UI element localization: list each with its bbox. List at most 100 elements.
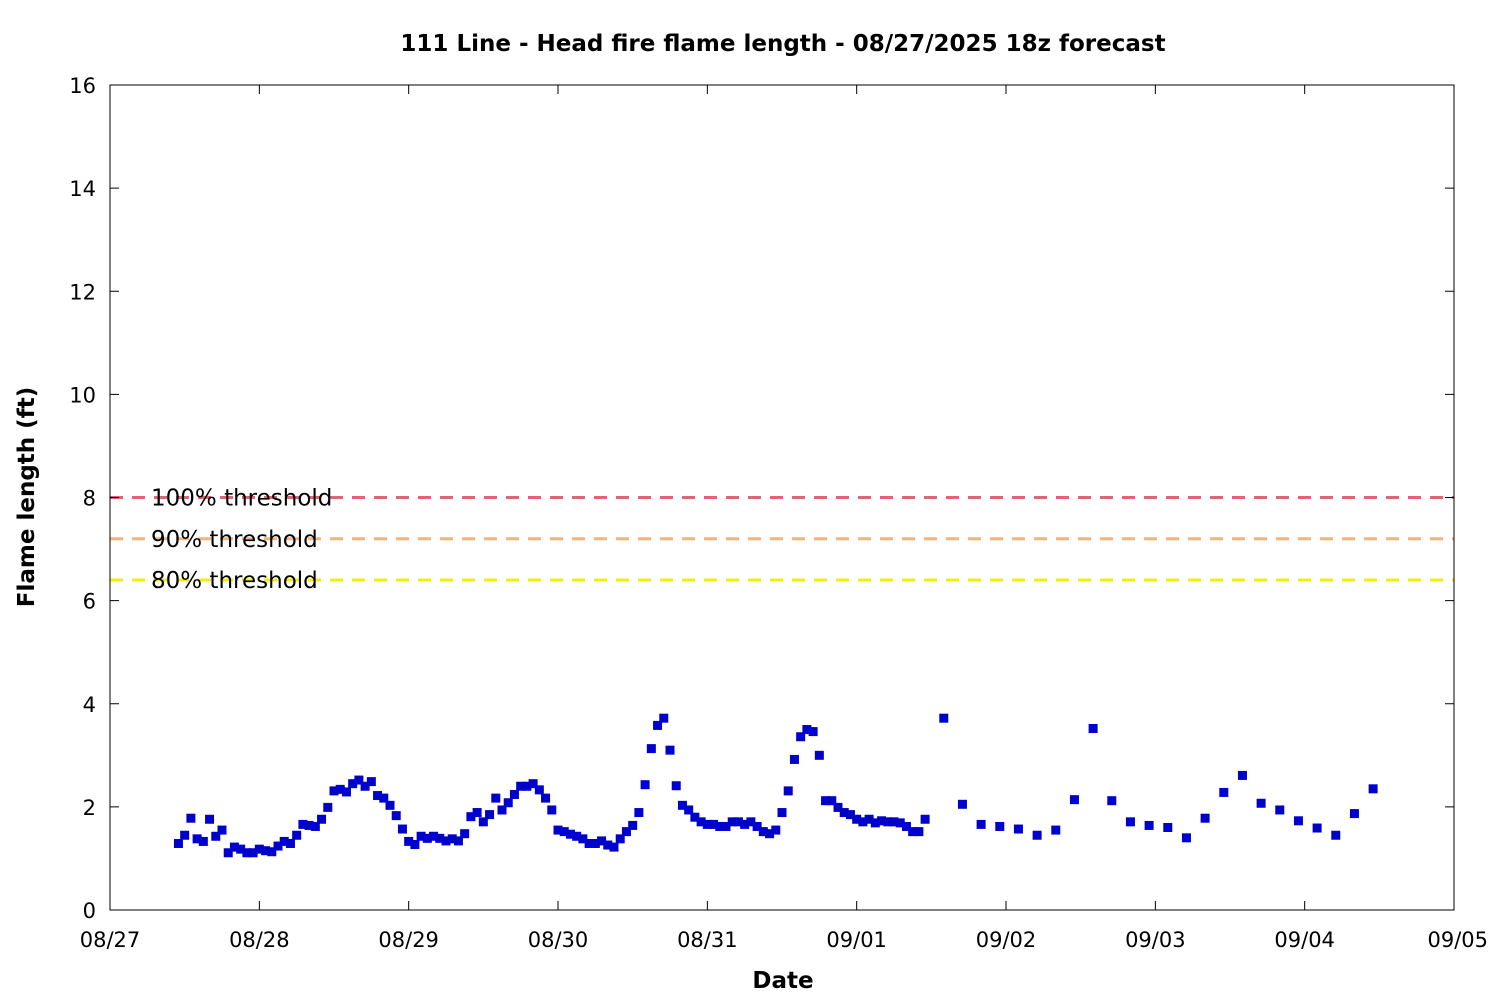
data-point	[360, 781, 370, 791]
data-point	[802, 725, 812, 735]
data-point	[516, 781, 526, 791]
data-point	[509, 790, 519, 799]
data-point	[877, 816, 887, 826]
data-point	[1144, 820, 1154, 830]
data-point	[410, 840, 420, 850]
data-point	[435, 833, 445, 843]
data-point	[491, 793, 501, 803]
data-point	[995, 821, 1005, 831]
data-point	[317, 814, 327, 824]
data-point	[1200, 813, 1210, 823]
data-point	[733, 817, 743, 827]
data-point	[665, 745, 675, 755]
data-point	[839, 808, 849, 818]
data-point	[323, 802, 333, 812]
data-point	[273, 841, 283, 851]
data-point	[808, 727, 818, 737]
data-point	[1125, 817, 1135, 827]
data-point	[254, 844, 264, 854]
data-point	[852, 814, 862, 824]
data-point	[684, 805, 694, 815]
y-tick-label: 0	[83, 899, 96, 923]
data-point	[908, 827, 918, 837]
data-point	[721, 821, 731, 831]
data-point	[1275, 805, 1285, 815]
data-point	[198, 836, 208, 846]
threshold-label: 80% threshold	[151, 568, 318, 594]
y-tick-label: 12	[69, 280, 96, 304]
data-point	[584, 838, 594, 848]
data-point	[211, 831, 221, 841]
data-point	[329, 786, 339, 796]
data-point	[186, 813, 196, 823]
data-point	[397, 824, 407, 834]
data-point	[615, 834, 625, 844]
data-point	[740, 819, 750, 829]
data-point	[677, 800, 687, 810]
data-point	[404, 836, 414, 846]
data-point	[373, 791, 383, 801]
data-point	[261, 846, 271, 856]
data-point	[597, 836, 607, 846]
data-point	[335, 784, 345, 794]
data-point	[447, 834, 457, 844]
data-point	[298, 819, 308, 829]
x-tick-label: 08/31	[677, 928, 738, 952]
data-point	[1163, 823, 1173, 832]
y-tick-label: 2	[83, 796, 96, 820]
data-point	[292, 830, 302, 840]
data-point	[453, 836, 463, 846]
data-point	[771, 825, 781, 835]
data-point	[1181, 833, 1191, 843]
data-point	[1368, 784, 1378, 794]
data-point	[180, 830, 190, 840]
data-point	[609, 842, 619, 852]
data-point	[621, 827, 631, 837]
data-point	[522, 781, 532, 791]
data-point	[547, 805, 557, 815]
data-point	[429, 831, 439, 841]
data-point	[1219, 787, 1229, 797]
data-point	[553, 825, 563, 835]
data-point	[379, 793, 389, 803]
data-point	[715, 821, 725, 831]
data-point	[217, 825, 227, 835]
y-tick-label: 10	[69, 383, 96, 407]
data-point	[341, 787, 351, 797]
data-point	[285, 838, 295, 848]
data-point	[939, 713, 949, 723]
data-point	[236, 844, 246, 854]
data-point	[497, 805, 507, 815]
y-tick-label: 16	[69, 74, 96, 98]
data-point	[895, 818, 905, 828]
data-point	[242, 848, 252, 858]
data-point	[1013, 824, 1023, 834]
data-point	[814, 750, 824, 760]
data-point	[1237, 770, 1247, 780]
data-point	[416, 831, 426, 841]
data-point	[628, 820, 638, 830]
x-tick-label: 08/30	[528, 928, 589, 952]
data-point	[1051, 825, 1061, 835]
data-point	[173, 838, 183, 848]
data-point	[889, 817, 899, 827]
data-point	[1107, 796, 1117, 806]
y-tick-label: 6	[83, 590, 96, 614]
data-point	[783, 786, 793, 796]
axes: 0 2 4 6 8 10 12 14 16 08/27 08/28 08/29 08/30 08/31 09…	[69, 74, 1488, 952]
data-point	[1312, 823, 1322, 833]
data-point	[765, 829, 775, 839]
data-point	[883, 817, 893, 827]
data-point	[901, 821, 911, 831]
data-point	[727, 817, 737, 827]
data-point	[914, 827, 924, 837]
x-axis-label: Date	[752, 968, 813, 994]
data-point	[690, 812, 700, 822]
data-point	[603, 840, 613, 850]
data-point	[478, 817, 488, 827]
data-point	[653, 720, 663, 730]
x-tick-label: 08/27	[80, 928, 141, 952]
data-point	[646, 744, 656, 754]
data-point	[746, 817, 756, 827]
